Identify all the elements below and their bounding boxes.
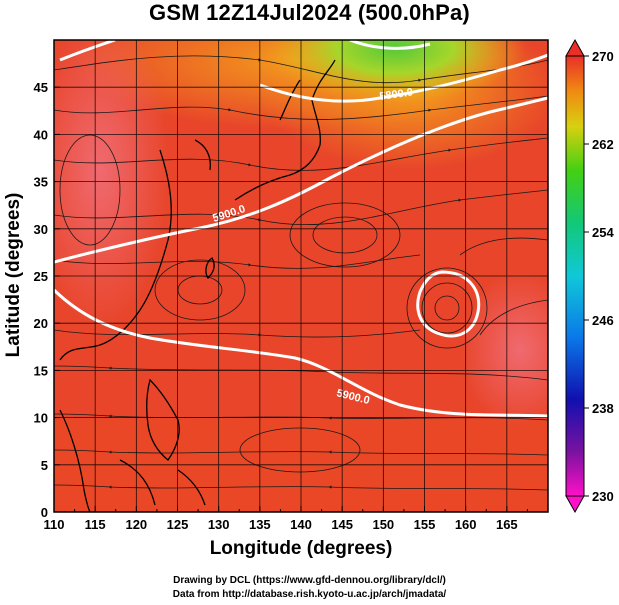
x-tick-label: 165 [496,517,518,532]
colorbar-top-arrow [565,38,585,57]
colorbar-tick-label: 238 [592,401,614,416]
y-tick-label: 35 [34,175,48,190]
x-tick-label: 140 [290,517,312,532]
y-axis-label: Latitude (degrees) [3,192,24,358]
y-tick-label: 10 [34,411,48,426]
y-tick-label: 20 [34,316,48,331]
y-tick-label: 40 [34,127,48,142]
y-tick-label: 45 [34,80,48,95]
y-axis: 0 5 10 15 20 25 30 35 40 45 [34,80,60,520]
map-title: GSM 12Z14Jul2024 (500.0hPa) [149,0,470,25]
x-tick-label: 145 [331,517,353,532]
y-tick-label: 25 [34,269,48,284]
x-tick-label: 110 [44,517,65,532]
y-tick-label: 5 [41,458,48,473]
x-axis-label: Longitude (degrees) [209,538,393,559]
credit-line: Data from http://database.rish.kyoto-u.a… [172,589,447,600]
temperature-field [54,40,548,512]
colorbar-bottom-arrow [565,495,585,514]
grid-lines [54,40,548,512]
colorbar-tick-label: 262 [592,137,614,152]
colorbar-tick-label: 270 [592,49,614,64]
colorbar-tick-label: 246 [592,313,614,328]
y-tick-label: 15 [34,363,48,378]
streamlines [54,55,548,491]
credit-line: Drawing by DCL (https://www.gfd-dennou.o… [173,575,446,586]
colorbar: 270 262 254 246 238 230 [565,38,614,514]
x-axis: 110 115 120 125 130 135 140 145 150 155 160 165 [44,506,528,532]
x-tick-label: 155 [414,517,436,532]
colorbar-tick-label: 254 [592,225,614,240]
y-tick-label: 30 [34,222,48,237]
x-tick-label: 125 [167,517,189,532]
x-tick-label: 150 [372,517,394,532]
contour-label: 5800.0 [379,86,414,103]
coastlines [59,59,336,512]
colorbar-scale [565,55,585,497]
colorbar-tick-label: 230 [592,489,614,504]
x-tick-label: 120 [125,517,147,532]
x-tick-label: 160 [455,517,477,532]
y-tick-label: 0 [41,505,48,520]
x-tick-label: 135 [249,517,271,532]
x-tick-label: 130 [208,517,230,532]
x-tick-label: 115 [85,517,106,532]
